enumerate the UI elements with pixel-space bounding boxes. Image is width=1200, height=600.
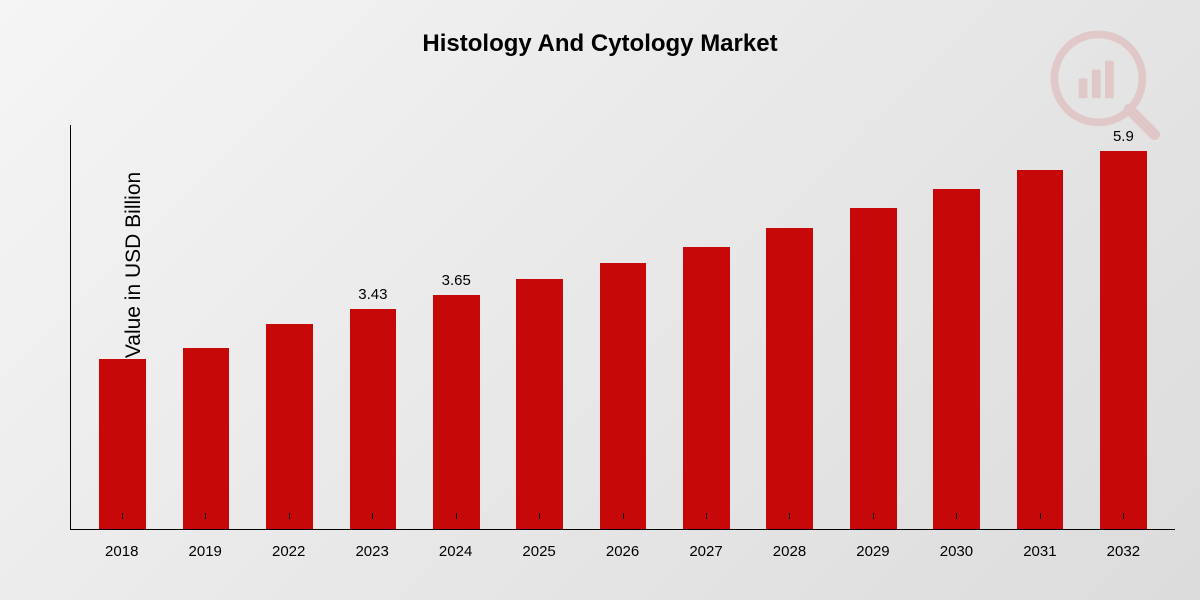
x-tick: 2029: [831, 543, 914, 560]
bar: [766, 228, 813, 529]
x-tick-mark: [873, 513, 874, 519]
x-axis: 2018201920222023202420252026202720282029…: [70, 543, 1175, 560]
x-tick: 2027: [664, 543, 747, 560]
x-tick-mark: [289, 513, 290, 519]
bar: [850, 208, 897, 529]
bar-slot: [164, 125, 247, 529]
bar-slot: [581, 125, 664, 529]
bar: [183, 348, 230, 529]
x-tick: 2024: [414, 543, 497, 560]
bar: 3.43: [350, 309, 397, 529]
x-tick-label: 2019: [163, 543, 246, 560]
bar-slot: 3.65: [415, 125, 498, 529]
x-tick-label: 2029: [831, 543, 914, 560]
bar-slot: [665, 125, 748, 529]
x-tick: 2032: [1082, 543, 1165, 560]
x-tick-label: 2030: [915, 543, 998, 560]
x-tick-label: 2027: [664, 543, 747, 560]
x-tick-mark: [956, 513, 957, 519]
bar-value-label: 3.65: [442, 272, 471, 289]
bar: [1017, 170, 1064, 529]
x-tick: 2031: [998, 543, 1081, 560]
bar-slot: [915, 125, 998, 529]
bar-slot: 3.43: [331, 125, 414, 529]
x-tick-mark: [456, 513, 457, 519]
x-tick-label: 2018: [80, 543, 163, 560]
bar-slot: 5.9: [1082, 125, 1165, 529]
bar-slot: [748, 125, 831, 529]
x-tick-label: 2032: [1082, 543, 1165, 560]
x-tick-mark: [1123, 513, 1124, 519]
bar-value-label: 3.43: [358, 286, 387, 303]
x-tick-mark: [372, 513, 373, 519]
x-tick-mark: [122, 513, 123, 519]
bar: [683, 247, 730, 529]
bars-container: 3.43 3.65 5.9: [71, 125, 1175, 529]
x-tick: 2030: [915, 543, 998, 560]
x-tick-mark: [789, 513, 790, 519]
bar: [933, 189, 980, 529]
bar: [600, 263, 647, 529]
x-tick-label: 2025: [497, 543, 580, 560]
x-tick-label: 2031: [998, 543, 1081, 560]
bar-value-label: 5.9: [1113, 128, 1134, 145]
x-tick-label: 2022: [247, 543, 330, 560]
x-tick: 2022: [247, 543, 330, 560]
x-tick-label: 2024: [414, 543, 497, 560]
x-tick: 2019: [163, 543, 246, 560]
bar-slot: [998, 125, 1081, 529]
bar: [266, 324, 313, 529]
x-tick: 2023: [330, 543, 413, 560]
x-tick: 2026: [581, 543, 664, 560]
bar-slot: [832, 125, 915, 529]
x-tick-mark: [205, 513, 206, 519]
x-tick: 2028: [748, 543, 831, 560]
bar-slot: [498, 125, 581, 529]
x-tick-mark: [623, 513, 624, 519]
bar-slot: [248, 125, 331, 529]
plot-area: 3.43 3.65 5.9: [70, 125, 1175, 530]
x-tick-label: 2026: [581, 543, 664, 560]
bar: 5.9: [1100, 151, 1147, 529]
x-tick-mark: [706, 513, 707, 519]
x-tick: 2025: [497, 543, 580, 560]
bar: [99, 359, 146, 529]
bar: [516, 279, 563, 529]
bar-slot: [81, 125, 164, 529]
chart-title: Histology And Cytology Market: [0, 30, 1200, 58]
x-tick-mark: [539, 513, 540, 519]
bar: 3.65: [433, 295, 480, 529]
x-tick-label: 2023: [330, 543, 413, 560]
x-tick-mark: [1040, 513, 1041, 519]
x-tick: 2018: [80, 543, 163, 560]
x-tick-label: 2028: [748, 543, 831, 560]
